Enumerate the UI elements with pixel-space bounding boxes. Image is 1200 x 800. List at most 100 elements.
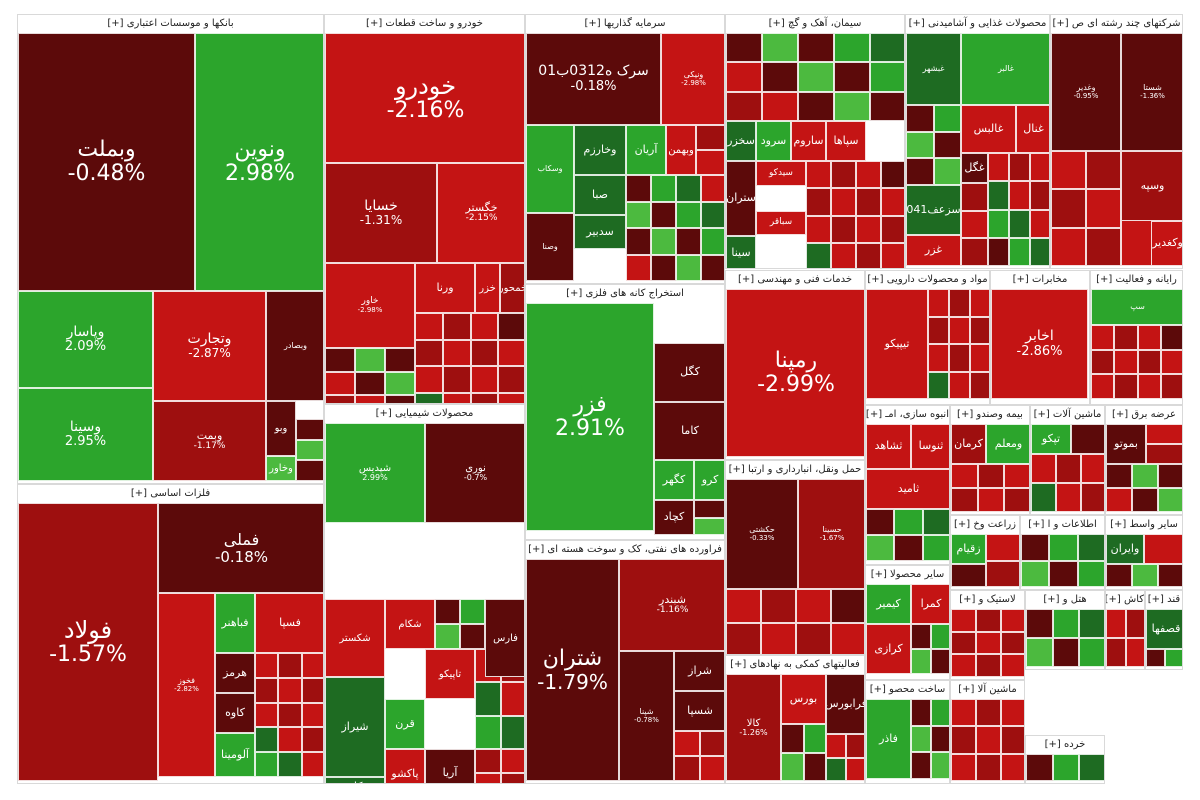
minor-stock-tile[interactable] xyxy=(1106,609,1126,638)
minor-stock-tile[interactable] xyxy=(970,371,989,399)
minor-stock-tile[interactable] xyxy=(762,33,798,63)
minor-stock-tile[interactable] xyxy=(961,183,988,211)
minor-stock-tile[interactable] xyxy=(949,344,970,372)
minor-stock-tile[interactable] xyxy=(1004,488,1029,512)
sector-title[interactable]: سایر واسط [+] xyxy=(1106,516,1182,534)
stock-tile[interactable]: غالبر xyxy=(961,33,1049,105)
stock-tile[interactable]: تاپیکو xyxy=(425,649,475,699)
minor-stock-tile[interactable] xyxy=(651,201,676,228)
stock-tile[interactable]: ستران xyxy=(726,161,756,236)
minor-stock-tile[interactable] xyxy=(1158,464,1182,488)
minor-stock-tile[interactable] xyxy=(1146,424,1182,444)
minor-stock-tile[interactable] xyxy=(1049,560,1078,587)
minor-stock-tile[interactable] xyxy=(911,752,931,779)
stock-tile[interactable]: شکستر xyxy=(325,599,385,677)
minor-stock-tile[interactable] xyxy=(881,242,904,268)
stock-tile[interactable]: سپاها xyxy=(826,121,866,161)
sector-title[interactable]: مواد و محصولات دارویی [+] xyxy=(866,271,989,289)
minor-stock-tile[interactable] xyxy=(1026,754,1053,781)
minor-stock-tile[interactable] xyxy=(951,631,976,655)
minor-stock-tile[interactable] xyxy=(255,702,279,728)
stock-tile[interactable]: ورنا xyxy=(415,263,475,313)
minor-stock-tile[interactable] xyxy=(803,752,826,781)
minor-stock-tile[interactable] xyxy=(278,752,302,777)
stock-tile[interactable]: شراز xyxy=(674,651,724,691)
sector-title[interactable]: فلزات اساسی [+] xyxy=(18,485,323,503)
stock-tile[interactable]: شپنا -0.78% xyxy=(619,651,674,781)
minor-stock-tile[interactable] xyxy=(385,348,415,372)
minor-stock-tile[interactable] xyxy=(1030,181,1049,210)
minor-stock-tile[interactable] xyxy=(500,749,524,773)
stock-tile[interactable]: کالا -1.26% xyxy=(726,674,781,781)
minor-stock-tile[interactable] xyxy=(651,254,676,281)
stock-tile[interactable]: خگستر -2.15% xyxy=(437,163,524,263)
minor-stock-tile[interactable] xyxy=(1126,609,1144,638)
stock-tile[interactable]: خودرو -2.16% xyxy=(325,33,524,163)
sector-title[interactable]: فراورده های نفتی، کک و سوخت هسته ای [+] xyxy=(526,541,724,559)
minor-stock-tile[interactable] xyxy=(846,757,864,781)
minor-stock-tile[interactable] xyxy=(1001,631,1024,655)
stock-tile[interactable]: سرود xyxy=(756,121,791,161)
minor-stock-tile[interactable] xyxy=(442,339,471,366)
minor-stock-tile[interactable] xyxy=(255,653,279,678)
minor-stock-tile[interactable] xyxy=(255,727,279,753)
minor-stock-tile[interactable] xyxy=(1001,699,1024,727)
stock-tile[interactable]: کیمیر xyxy=(866,584,911,624)
stock-tile[interactable]: غالبس xyxy=(961,105,1016,153)
minor-stock-tile[interactable] xyxy=(1001,654,1024,677)
stock-tile[interactable]: وسپه xyxy=(1121,151,1182,221)
minor-stock-tile[interactable] xyxy=(976,726,1001,754)
minor-stock-tile[interactable] xyxy=(498,339,524,366)
minor-stock-tile[interactable] xyxy=(700,756,724,781)
sector-title[interactable]: قند [+] xyxy=(1146,591,1182,609)
minor-stock-tile[interactable] xyxy=(1077,534,1104,561)
minor-stock-tile[interactable] xyxy=(856,242,881,268)
minor-stock-tile[interactable] xyxy=(762,62,798,92)
minor-stock-tile[interactable] xyxy=(1158,564,1182,587)
minor-stock-tile[interactable] xyxy=(1001,609,1024,632)
minor-stock-tile[interactable] xyxy=(826,757,846,781)
minor-stock-tile[interactable] xyxy=(951,464,978,488)
minor-stock-tile[interactable] xyxy=(781,752,804,781)
stock-tile[interactable]: وبو xyxy=(266,401,296,456)
stock-tile[interactable]: غگل xyxy=(961,153,988,183)
minor-stock-tile[interactable] xyxy=(831,161,856,189)
minor-stock-tile[interactable] xyxy=(1160,374,1182,399)
minor-stock-tile[interactable] xyxy=(475,773,501,783)
stock-tile[interactable]: شسپا xyxy=(674,691,724,731)
stock-tile[interactable]: وبهمن xyxy=(666,125,696,175)
stock-tile[interactable]: غزر xyxy=(906,235,961,266)
minor-stock-tile[interactable] xyxy=(970,289,989,317)
minor-stock-tile[interactable] xyxy=(1091,374,1115,399)
minor-stock-tile[interactable] xyxy=(415,366,443,393)
stock-tile[interactable]: فاذر xyxy=(866,699,911,779)
minor-stock-tile[interactable] xyxy=(1165,649,1182,667)
minor-stock-tile[interactable] xyxy=(1137,325,1161,350)
minor-stock-tile[interactable] xyxy=(355,348,385,372)
minor-stock-tile[interactable] xyxy=(911,649,931,674)
minor-stock-tile[interactable] xyxy=(961,210,988,239)
minor-stock-tile[interactable] xyxy=(726,33,762,63)
minor-stock-tile[interactable] xyxy=(1031,483,1056,512)
minor-stock-tile[interactable] xyxy=(674,756,700,781)
minor-stock-tile[interactable] xyxy=(1056,454,1081,483)
minor-stock-tile[interactable] xyxy=(301,752,323,777)
minor-stock-tile[interactable] xyxy=(831,242,856,268)
stock-tile[interactable]: غبشهر xyxy=(906,33,961,105)
stock-tile[interactable]: شبندر -1.16% xyxy=(619,559,724,651)
stock-tile[interactable]: ومعلم xyxy=(986,424,1029,464)
minor-stock-tile[interactable] xyxy=(856,161,881,189)
sector-title[interactable]: خودرو و ساخت قطعات [+] xyxy=(325,15,524,33)
minor-stock-tile[interactable] xyxy=(1079,609,1104,638)
minor-stock-tile[interactable] xyxy=(696,150,724,175)
minor-stock-tile[interactable] xyxy=(1052,754,1080,781)
minor-stock-tile[interactable] xyxy=(931,649,949,674)
stock-tile[interactable]: خمحور xyxy=(500,263,524,313)
stock-tile[interactable]: تیپیکو xyxy=(866,289,928,399)
minor-stock-tile[interactable] xyxy=(806,161,831,189)
minor-stock-tile[interactable] xyxy=(1052,638,1080,667)
minor-stock-tile[interactable] xyxy=(951,753,976,781)
stock-tile[interactable]: وپاسار 2.09% xyxy=(18,291,153,388)
minor-stock-tile[interactable] xyxy=(460,624,485,649)
minor-stock-tile[interactable] xyxy=(355,395,385,403)
